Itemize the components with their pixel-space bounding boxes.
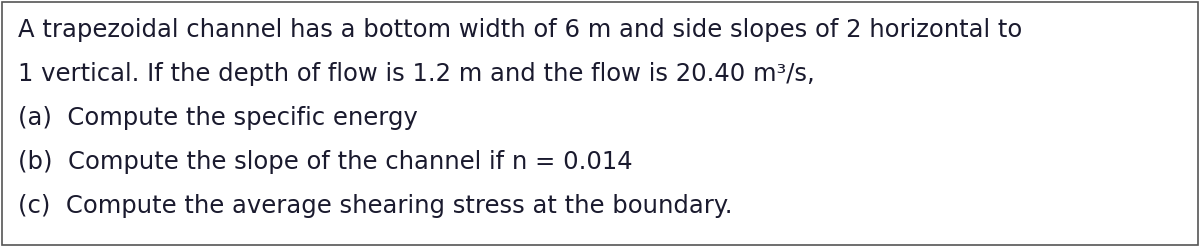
- Text: 1 vertical. If the depth of flow is 1.2 m and the flow is 20.40 m³/s,: 1 vertical. If the depth of flow is 1.2 …: [18, 62, 815, 86]
- Text: A trapezoidal channel has a bottom width of 6 m and side slopes of 2 horizontal : A trapezoidal channel has a bottom width…: [18, 18, 1022, 42]
- Text: (b)  Compute the slope of the channel if n = 0.014: (b) Compute the slope of the channel if …: [18, 150, 632, 174]
- Text: (a)  Compute the specific energy: (a) Compute the specific energy: [18, 106, 418, 130]
- Text: (c)  Compute the average shearing stress at the boundary.: (c) Compute the average shearing stress …: [18, 194, 732, 218]
